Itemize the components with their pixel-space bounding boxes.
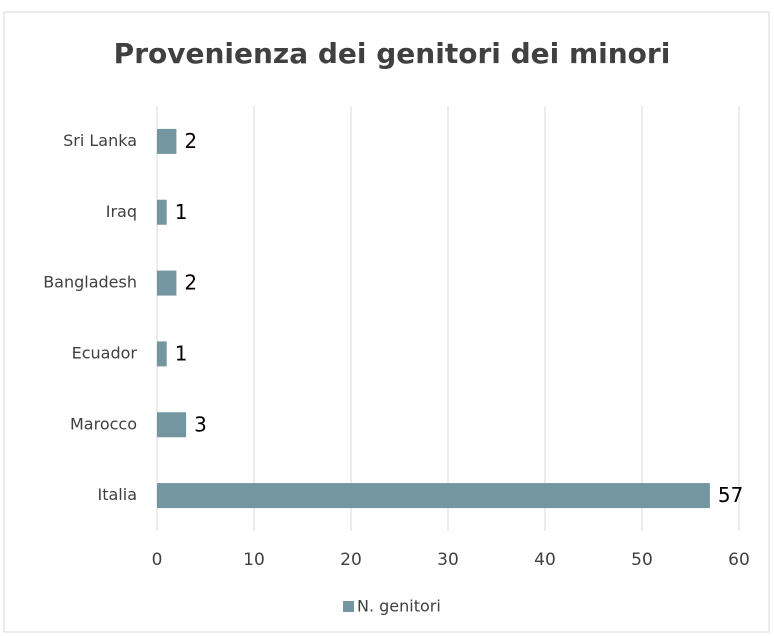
data-label: 2 [184, 271, 197, 295]
bar [157, 199, 167, 225]
y-tick-label: Bangladesh [43, 273, 137, 292]
legend-swatch [343, 601, 354, 612]
data-label: 1 [175, 341, 188, 365]
data-label: 2 [184, 129, 197, 153]
y-tick-label: Marocco [70, 414, 137, 433]
legend-label: N. genitori [357, 597, 441, 616]
y-tick-label: Iraq [106, 202, 137, 221]
y-tick-label: Italia [98, 485, 138, 504]
bar [157, 412, 187, 438]
data-label: 3 [194, 412, 207, 436]
chart-title: Provenienza dei genitori dei minori [114, 37, 671, 70]
bar [157, 128, 177, 154]
x-tick-label: 60 [728, 550, 750, 570]
bar [157, 341, 167, 367]
bar [157, 270, 177, 296]
bar [157, 483, 710, 509]
x-tick-label: 20 [340, 550, 362, 570]
x-tick-label: 40 [534, 550, 556, 570]
data-label: 1 [175, 200, 188, 224]
y-tick-label: Ecuador [72, 343, 138, 362]
x-tick-label: 30 [437, 550, 459, 570]
data-label: 57 [718, 483, 743, 507]
x-tick-label: 50 [631, 550, 653, 570]
chart-frame [3, 11, 770, 633]
x-tick-label: 10 [243, 550, 265, 570]
y-tick-label: Sri Lanka [63, 131, 137, 150]
x-tick-label: 0 [152, 550, 163, 570]
